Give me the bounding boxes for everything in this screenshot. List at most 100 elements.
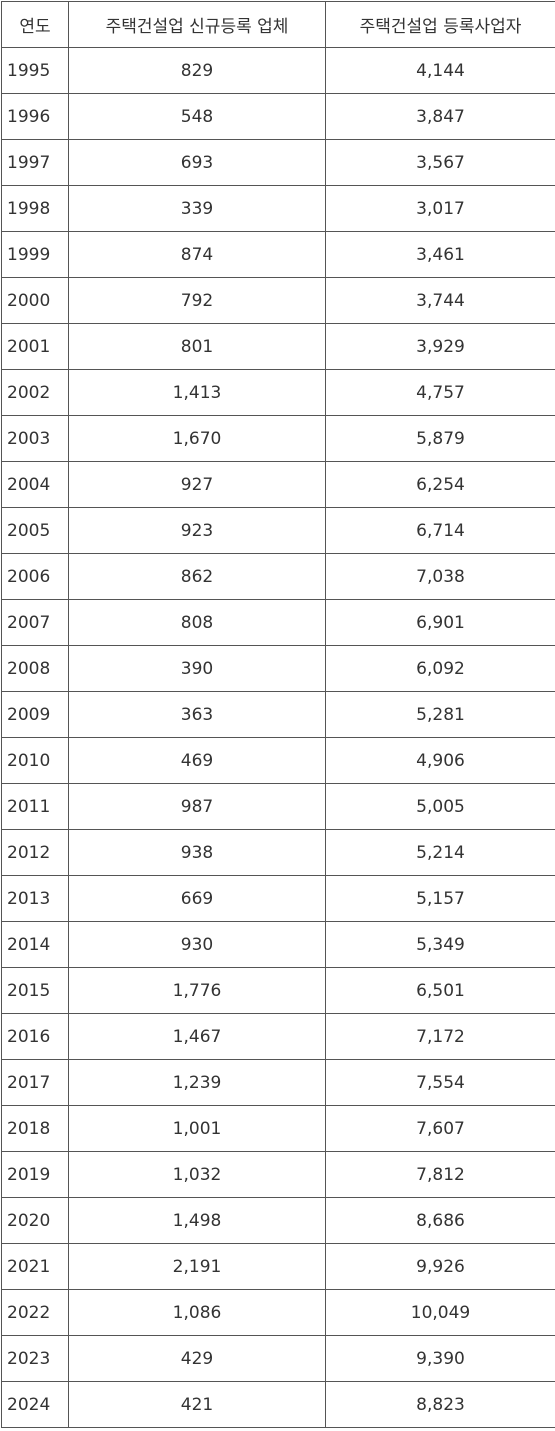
year-cell: 2012 [2, 830, 69, 876]
value-cell: 1,670 [69, 416, 326, 462]
year-cell: 1998 [2, 186, 69, 232]
header-cell: 주택건설업 신규등록 업체 [69, 2, 326, 48]
value-cell: 1,413 [69, 370, 326, 416]
value-cell: 3,744 [326, 278, 555, 324]
value-cell: 2,191 [69, 1244, 326, 1290]
year-cell: 2014 [2, 922, 69, 968]
year-cell: 2004 [2, 462, 69, 508]
value-cell: 9,926 [326, 1244, 555, 1290]
year-cell: 2009 [2, 692, 69, 738]
value-cell: 693 [69, 140, 326, 186]
value-cell: 927 [69, 462, 326, 508]
value-cell: 421 [69, 1382, 326, 1428]
value-cell: 5,157 [326, 876, 555, 922]
header-cell: 연도 [2, 2, 69, 48]
value-cell: 792 [69, 278, 326, 324]
value-cell: 1,776 [69, 968, 326, 1014]
value-cell: 5,214 [326, 830, 555, 876]
value-cell: 1,239 [69, 1060, 326, 1106]
value-cell: 7,812 [326, 1152, 555, 1198]
value-cell: 3,847 [326, 94, 555, 140]
value-cell: 3,461 [326, 232, 555, 278]
value-cell: 10,049 [326, 1290, 555, 1336]
value-cell: 5,349 [326, 922, 555, 968]
year-cell: 2024 [2, 1382, 69, 1428]
year-cell: 2018 [2, 1106, 69, 1152]
year-cell: 2022 [2, 1290, 69, 1336]
value-cell: 3,017 [326, 186, 555, 232]
year-cell: 2006 [2, 554, 69, 600]
value-cell: 1,032 [69, 1152, 326, 1198]
year-cell: 2003 [2, 416, 69, 462]
year-cell: 1997 [2, 140, 69, 186]
value-cell: 5,879 [326, 416, 555, 462]
value-cell: 3,929 [326, 324, 555, 370]
value-cell: 390 [69, 646, 326, 692]
year-cell: 1996 [2, 94, 69, 140]
year-cell: 2016 [2, 1014, 69, 1060]
value-cell: 923 [69, 508, 326, 554]
value-cell: 1,467 [69, 1014, 326, 1060]
value-cell: 5,281 [326, 692, 555, 738]
value-cell: 7,607 [326, 1106, 555, 1152]
value-cell: 930 [69, 922, 326, 968]
value-cell: 6,901 [326, 600, 555, 646]
year-cell: 2023 [2, 1336, 69, 1382]
year-cell: 2015 [2, 968, 69, 1014]
value-cell: 339 [69, 186, 326, 232]
year-cell: 2005 [2, 508, 69, 554]
value-cell: 669 [69, 876, 326, 922]
year-cell: 2020 [2, 1198, 69, 1244]
value-cell: 862 [69, 554, 326, 600]
year-cell: 2013 [2, 876, 69, 922]
value-cell: 801 [69, 324, 326, 370]
value-cell: 1,498 [69, 1198, 326, 1244]
value-cell: 6,501 [326, 968, 555, 1014]
value-cell: 363 [69, 692, 326, 738]
value-cell: 7,038 [326, 554, 555, 600]
year-cell: 2007 [2, 600, 69, 646]
year-cell: 1995 [2, 48, 69, 94]
value-cell: 1,001 [69, 1106, 326, 1152]
year-cell: 2019 [2, 1152, 69, 1198]
year-cell: 2000 [2, 278, 69, 324]
value-cell: 987 [69, 784, 326, 830]
value-cell: 4,144 [326, 48, 555, 94]
year-cell: 2001 [2, 324, 69, 370]
year-cell: 2021 [2, 1244, 69, 1290]
year-cell: 2010 [2, 738, 69, 784]
value-cell: 6,092 [326, 646, 555, 692]
value-cell: 1,086 [69, 1290, 326, 1336]
year-cell: 2008 [2, 646, 69, 692]
value-cell: 6,254 [326, 462, 555, 508]
year-cell: 2017 [2, 1060, 69, 1106]
year-cell: 2011 [2, 784, 69, 830]
value-cell: 9,390 [326, 1336, 555, 1382]
